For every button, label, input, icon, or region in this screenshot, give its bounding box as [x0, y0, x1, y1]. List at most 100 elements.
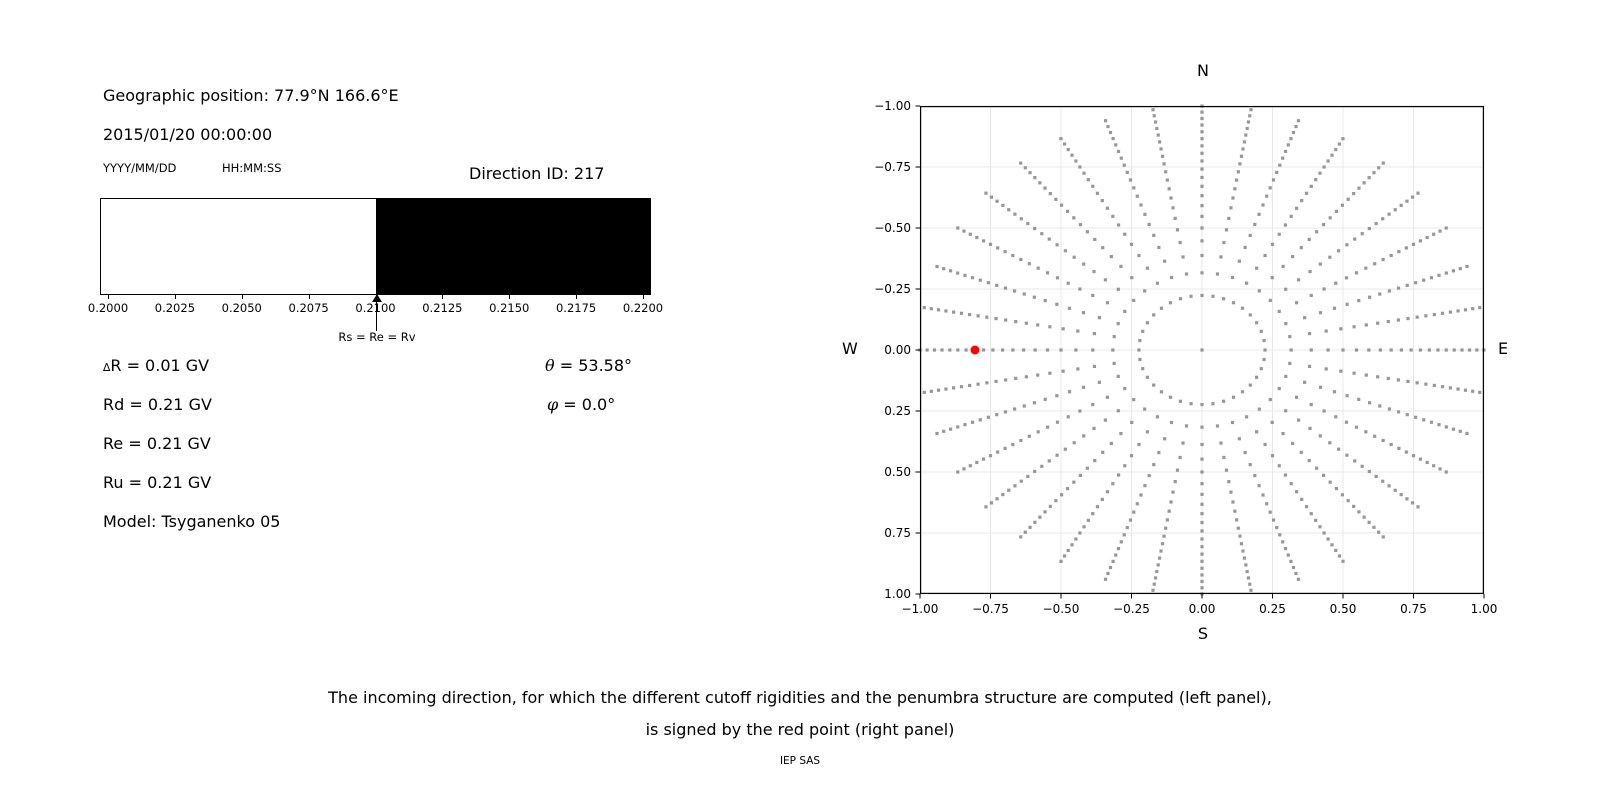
grid-dot [1036, 323, 1040, 327]
grid-dot [1145, 430, 1149, 434]
grid-dot [1283, 546, 1288, 551]
grid-dot [1244, 415, 1249, 419]
grid-dot [1157, 140, 1162, 144]
penumbra-tick-label: 0.2100 [348, 301, 404, 315]
penumbra-tick-label: 0.2025 [154, 301, 196, 315]
grid-dot [1122, 163, 1126, 167]
grid-dot [963, 423, 967, 427]
grid-dot [1200, 144, 1204, 148]
grid-dot [1304, 191, 1309, 195]
grid-dot [1299, 246, 1303, 250]
grid-dot [1200, 492, 1204, 496]
grid-dot [1152, 582, 1156, 586]
grid-dot [1268, 186, 1272, 190]
grid-dot [1281, 264, 1285, 269]
grid-dot [1261, 203, 1265, 207]
grid-dot [1082, 434, 1086, 438]
grid-dot [940, 348, 944, 352]
grid-dot [964, 348, 968, 352]
x-tick-label: −0.50 [1043, 602, 1080, 616]
grid-dot [1458, 267, 1462, 271]
grid-dot [1387, 289, 1391, 293]
grid-dot [959, 385, 964, 389]
grid-dot [1300, 497, 1304, 502]
re-value: Re = 0.21 GV [103, 434, 211, 453]
compass-north-label: N [1197, 61, 1209, 80]
grid-dot [1076, 367, 1080, 371]
grid-dot [1028, 525, 1032, 529]
grid-dot [1033, 520, 1037, 524]
grid-dot [1249, 588, 1253, 592]
grid-dot [1294, 206, 1299, 210]
caption-line-2: is signed by the red point (right panel) [645, 720, 955, 739]
grid-dot [1344, 276, 1349, 280]
grid-dot [1013, 407, 1017, 411]
grid-dot [1281, 431, 1285, 436]
grid-dot [1135, 502, 1139, 506]
grid-dot [1334, 548, 1338, 553]
grid-dot [1429, 276, 1434, 280]
y-tick-label: 1.00 [884, 587, 911, 601]
grid-dot [1357, 299, 1361, 303]
grid-dot [1309, 402, 1313, 407]
grid-dot [1132, 298, 1136, 303]
grid-dot [1268, 510, 1272, 514]
grid-dot [942, 429, 946, 433]
grid-dot [1066, 548, 1070, 553]
grid-dot [1322, 165, 1326, 169]
grid-dot [1019, 161, 1023, 165]
grid-dot [1116, 374, 1120, 378]
grid-dot [1393, 208, 1397, 212]
grid-dot [1262, 338, 1266, 343]
grid-dot [1387, 212, 1391, 216]
grid-dot [1114, 143, 1118, 147]
grid-dot [1352, 192, 1356, 196]
grid-dot [1277, 232, 1281, 236]
grid-dot [1128, 518, 1133, 522]
grid-dot [1233, 187, 1237, 191]
grid-dot [1221, 399, 1226, 403]
grid-dot [956, 226, 960, 230]
grid-dot [1318, 262, 1322, 266]
grid-dot [1184, 424, 1189, 428]
grid-dot [1189, 402, 1193, 406]
grid-dot [1309, 293, 1313, 298]
grid-dot [1452, 348, 1456, 352]
x-tick-label: 0.00 [1189, 602, 1216, 616]
theta-value: θ = 53.58° [545, 356, 633, 375]
penumbra-tick-label: 0.2075 [288, 301, 329, 315]
grid-dot [1268, 298, 1272, 303]
grid-dot [1478, 390, 1482, 394]
grid-dot [1143, 289, 1147, 293]
grid-dot [1066, 415, 1070, 419]
grid-dot [1405, 413, 1409, 417]
grid-dot [1119, 264, 1123, 269]
phi-value: φ = 0.0° [547, 395, 616, 414]
grid-dot [1072, 441, 1076, 445]
grid-dot [1092, 269, 1096, 274]
grid-dot [1043, 299, 1047, 303]
grid-dot [1297, 278, 1301, 282]
grid-dot [1346, 197, 1350, 201]
grid-dot [1334, 209, 1339, 213]
grid-dot [1437, 273, 1441, 277]
grid-dot [936, 308, 941, 312]
grid-dot [1173, 216, 1177, 220]
grid-dot [1284, 322, 1288, 326]
grid-dot [1164, 526, 1168, 530]
grid-dot [1451, 269, 1455, 273]
grid-dot [1159, 306, 1164, 310]
grid-dot [970, 420, 975, 424]
grid-dot [1381, 217, 1385, 221]
grid-dot [1019, 257, 1023, 262]
penumbra-tick [576, 295, 578, 299]
grid-dot [1111, 482, 1115, 486]
grid-dot [1230, 275, 1235, 280]
grid-dot [1230, 420, 1235, 425]
grid-dot [1377, 530, 1381, 534]
grid-dot [1178, 399, 1183, 403]
grid-dot [1248, 463, 1252, 467]
grid-dot [1055, 453, 1059, 457]
grid-dot [1036, 266, 1040, 270]
grid-dot [1248, 233, 1252, 237]
